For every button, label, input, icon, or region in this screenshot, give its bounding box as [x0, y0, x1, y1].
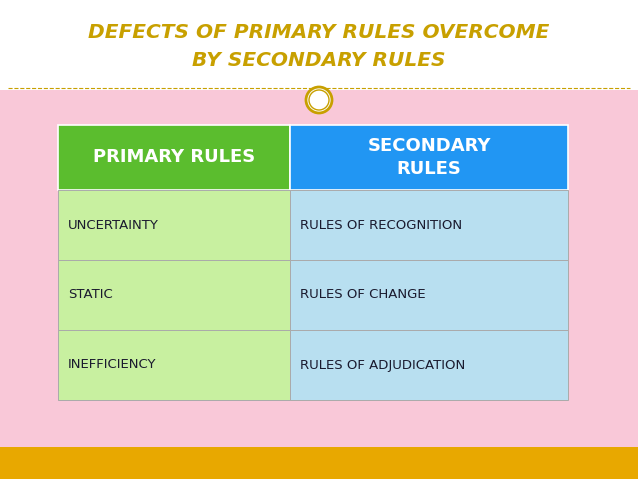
- Text: RULES OF ADJUDICATION: RULES OF ADJUDICATION: [300, 358, 465, 372]
- Circle shape: [309, 90, 329, 110]
- Bar: [290, 125, 568, 190]
- Text: SECONDARY
RULES: SECONDARY RULES: [367, 137, 491, 178]
- Text: DEFECTS OF PRIMARY RULES OVERCOME: DEFECTS OF PRIMARY RULES OVERCOME: [88, 23, 550, 42]
- Text: BY SECONDARY RULES: BY SECONDARY RULES: [192, 50, 446, 69]
- Text: RULES OF RECOGNITION: RULES OF RECOGNITION: [300, 218, 462, 231]
- Bar: [0, 90, 638, 479]
- Bar: [290, 190, 568, 260]
- Text: UNCERTAINTY: UNCERTAINTY: [68, 218, 159, 231]
- Text: PRIMARY RULES: PRIMARY RULES: [93, 148, 255, 167]
- Bar: [58, 190, 290, 260]
- Bar: [58, 260, 290, 330]
- Text: INEFFICIENCY: INEFFICIENCY: [68, 358, 156, 372]
- Bar: [290, 260, 568, 330]
- Bar: [0, 447, 638, 479]
- Text: RULES OF CHANGE: RULES OF CHANGE: [300, 288, 426, 301]
- Bar: [58, 125, 290, 190]
- Bar: [58, 330, 290, 400]
- Circle shape: [306, 87, 332, 113]
- Bar: [290, 330, 568, 400]
- Text: STATIC: STATIC: [68, 288, 113, 301]
